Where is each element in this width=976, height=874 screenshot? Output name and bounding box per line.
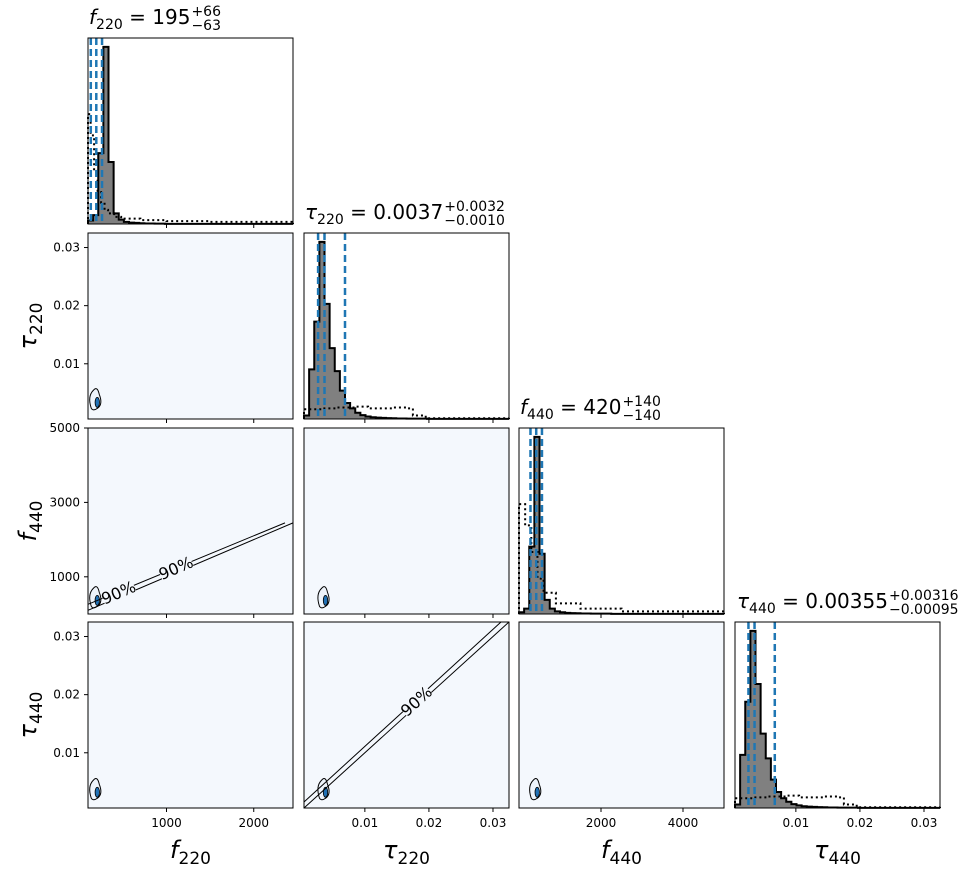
posterior-core (94, 396, 100, 408)
hist-panel-tau440 (734, 621, 941, 809)
hist-title-lower-err: −140 (622, 408, 660, 424)
panel-f220-vs-tau220 (87, 232, 294, 420)
hist-panel-f440 (518, 427, 725, 615)
posterior-core (534, 786, 540, 798)
panel-f440-vs-tau440 (518, 621, 725, 809)
panel-frame (87, 232, 294, 420)
panel-frame (303, 621, 510, 809)
hist-frame (303, 232, 510, 420)
posterior-core (322, 594, 329, 606)
x-tick-label: 0.01 (352, 816, 379, 830)
hist-panel-f220 (87, 37, 294, 225)
y-tick-label: 5000 (49, 421, 80, 435)
y-axis-label-f440: f440 (14, 501, 47, 542)
hist-title-upper-err: +0.0032 (444, 199, 505, 215)
panel-frame (518, 621, 725, 809)
contour-label-bg (99, 578, 138, 607)
y-tick-label: 0.01 (53, 746, 80, 760)
panel-frame (87, 621, 294, 809)
hist-frame (87, 37, 294, 225)
hist-title-tau220: τ220 = 0.0037 (305, 200, 443, 228)
panel-frame (87, 427, 294, 615)
hist-frame (518, 427, 725, 615)
prior-hist (87, 113, 293, 224)
prior-hist (734, 794, 940, 809)
y-tick-label: 0.02 (53, 299, 80, 313)
hist-title-upper-err: +0.00316 (889, 588, 959, 604)
panel-frame (303, 427, 510, 615)
x-axis-label-tau440: τ440 (814, 836, 861, 869)
y-tick-label: 0.03 (53, 630, 80, 644)
hist-title-f220: f220 = 195 (89, 5, 190, 33)
posterior-core (94, 786, 100, 798)
density-background (88, 233, 293, 419)
x-tick-label: 2000 (238, 816, 269, 830)
hist-title-upper-err: +140 (622, 394, 660, 410)
hist-title-f440: f440 = 420 (520, 395, 621, 423)
panel-tau220-vs-tau440: 90% (303, 621, 510, 809)
hist-title-tau440: τ440 = 0.00355 (737, 589, 888, 617)
hist-title-upper-err: +66 (191, 4, 221, 20)
y-axis-label-tau440: τ440 (14, 692, 47, 739)
panel-f220-vs-tau440 (87, 621, 294, 809)
y-tick-label: 3000 (49, 495, 80, 509)
y-tick-label: 0.03 (53, 241, 80, 255)
prior-contour-upper (303, 621, 502, 803)
y-axis-label-tau220: τ220 (14, 303, 47, 350)
x-tick-label: 0.01 (783, 816, 810, 830)
density-background (519, 622, 724, 808)
hist-title-lower-err: −0.0010 (444, 213, 505, 229)
hist-panel-tau220 (303, 232, 510, 420)
hist-title-lower-err: −63 (191, 18, 221, 34)
panel-f220-vs-f440: 90%90% (87, 427, 294, 615)
x-tick-label: 0.02 (416, 816, 443, 830)
x-tick-label: 1000 (151, 816, 182, 830)
prior-hist (303, 405, 509, 420)
x-axis-label-tau220: τ220 (383, 836, 430, 869)
x-axis-label-f220: f220 (170, 836, 211, 869)
contour-label-bg (398, 683, 435, 719)
y-tick-label: 0.01 (53, 357, 80, 371)
prior-hist (518, 503, 724, 614)
y-tick-label: 1000 (49, 570, 80, 584)
x-tick-label: 0.03 (480, 816, 507, 830)
hist-frame (734, 621, 941, 809)
y-tick-label: 0.02 (53, 688, 80, 702)
x-tick-label: 2000 (586, 816, 617, 830)
hist-title-lower-err: −0.00095 (889, 602, 959, 618)
x-axis-label-f440: f440 (601, 836, 642, 869)
x-tick-label: 4000 (668, 816, 699, 830)
density-background (304, 428, 509, 614)
panel-tau220-vs-f440 (303, 427, 510, 615)
x-tick-label: 0.03 (911, 816, 938, 830)
hist-background (88, 38, 293, 224)
density-background (88, 622, 293, 808)
hist-background (519, 428, 724, 614)
x-tick-label: 0.02 (847, 816, 874, 830)
contour-label-bg (156, 553, 195, 582)
